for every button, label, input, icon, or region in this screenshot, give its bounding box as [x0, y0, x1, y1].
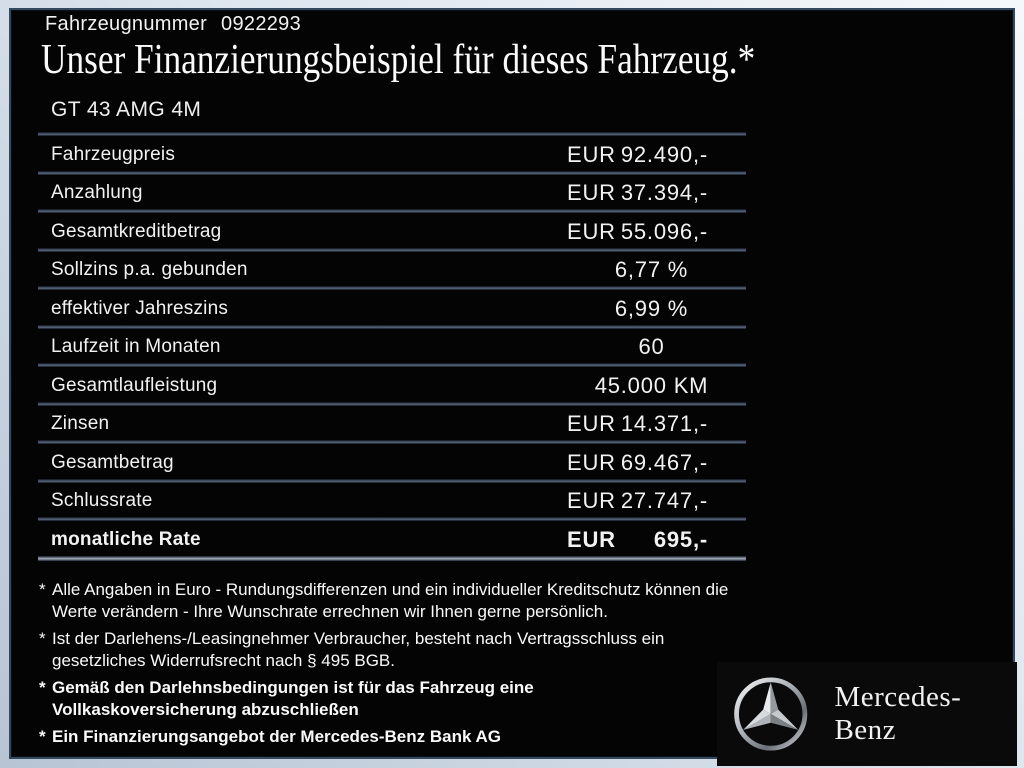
mercedes-star-icon — [734, 677, 808, 751]
table-end-line — [38, 555, 746, 561]
footnote-marker: * — [39, 727, 46, 746]
row-label: Gesamtkreditbetrag — [51, 220, 222, 242]
row-value-cell: 6,99 % — [567, 289, 746, 322]
page-title: Unser Finanzierungsbeispiel für dieses F… — [41, 37, 756, 83]
row-label: Gesamtlaufleistung — [51, 374, 218, 396]
table-row: Gesamtlaufleistung 45.000 KM — [38, 363, 746, 402]
row-currency: EUR — [567, 449, 616, 475]
table-row: Laufzeit in Monaten 60 — [38, 324, 746, 364]
footnote-text: Alle Angaben in Euro - Rundungsdifferenz… — [52, 580, 729, 621]
footnote-text: Ist der Darlehens-/Leasingnehmer Verbrau… — [52, 629, 665, 670]
row-amount: 55.096,- — [620, 218, 708, 244]
row-label: Sollzins p.a. gebunden — [51, 259, 248, 281]
finance-table-body: Fahrzeugpreis EUR 92.490,- Anzahlung EUR… — [38, 132, 746, 556]
row-label: Laufzeit in Monaten — [51, 336, 221, 358]
row-value-cell: EUR 69.467,- — [567, 443, 746, 476]
row-currency: EUR — [567, 488, 616, 514]
table-row: Gesamtbetrag EUR 69.467,- — [38, 440, 746, 479]
row-value-cell: EUR 695,- — [567, 520, 746, 553]
footnote: * Ist der Darlehens-/Leasingnehmer Verbr… — [39, 628, 753, 672]
row-value: 6,77 % — [614, 257, 689, 283]
row-label: Gesamtbetrag — [51, 451, 174, 473]
row-value-cell: EUR 27.747,- — [567, 481, 746, 514]
footnote-marker: * — [39, 678, 46, 697]
brand-wordmark: Mercedes-Benz — [834, 681, 962, 746]
row-currency: EUR — [567, 411, 616, 437]
row-currency: EUR — [567, 141, 616, 167]
row-amount: 695,- — [653, 526, 708, 552]
footnote: * Gemäß den Darlehnsbedingungen ist für … — [39, 677, 753, 721]
row-value-cell: EUR 92.490,- — [567, 135, 746, 168]
row-value-cell: 45.000 KM — [567, 366, 746, 399]
table-row: Zinsen EUR 14.371,- — [38, 401, 746, 441]
row-amount: 92.490,- — [620, 141, 708, 167]
row-label: Schlussrate — [51, 490, 153, 512]
table-row: Sollzins p.a. gebunden 6,77 % — [38, 247, 746, 287]
row-amount: 69.467,- — [620, 449, 708, 475]
row-value: 60 — [638, 334, 665, 360]
row-amount: 27.747,- — [620, 488, 708, 514]
table-row: monatliche Rate EUR 695,- — [38, 517, 746, 556]
table-row: Gesamtkreditbetrag EUR 55.096,- — [38, 209, 746, 248]
footnote-marker: * — [39, 629, 46, 648]
table-row: Anzahlung EUR 37.394,- — [38, 170, 746, 210]
row-label: Anzahlung — [51, 182, 143, 204]
page-background: Fahrzeugnummer 0922293 Unser Finanzierung… — [9, 8, 1017, 766]
row-value-cell: 60 — [567, 327, 746, 360]
row-currency: EUR — [567, 218, 616, 244]
table-row: Fahrzeugpreis EUR 92.490,- — [38, 132, 746, 171]
vehicle-number-value: 0922293 — [221, 13, 302, 35]
row-label: Fahrzeugpreis — [51, 143, 176, 165]
finance-table: Fahrzeugpreis EUR 92.490,- Anzahlung EUR… — [38, 132, 746, 561]
vehicle-number-line: Fahrzeugnummer 0922293 — [45, 13, 301, 36]
row-label: monatliche Rate — [51, 528, 201, 550]
row-currency: EUR — [567, 180, 616, 206]
row-value: 45.000 KM — [594, 372, 709, 398]
row-amount: 37.394,- — [620, 180, 708, 206]
table-row: Schlussrate EUR 27.747,- — [38, 478, 746, 518]
row-value-cell: EUR 37.394,- — [567, 173, 746, 206]
footnote-text: Gemäß den Darlehnsbedingungen ist für da… — [52, 678, 534, 719]
row-amount: 14.371,- — [620, 411, 708, 437]
footnote: * Ein Finanzierungsangebot der Mercedes-… — [39, 726, 753, 748]
footnote: * Alle Angaben in Euro - Rundungsdiffere… — [39, 579, 753, 623]
row-value-cell: 6,77 % — [567, 250, 746, 283]
footnote-text: Ein Finanzierungsangebot der Mercedes-Be… — [52, 727, 502, 746]
row-value-cell: EUR 55.096,- — [567, 212, 746, 245]
vehicle-number-label: Fahrzeugnummer — [45, 13, 208, 35]
row-currency: EUR — [567, 526, 616, 552]
row-value-cell: EUR 14.371,- — [567, 404, 746, 437]
row-label: Zinsen — [51, 413, 110, 435]
footnotes: * Alle Angaben in Euro - Rundungsdiffere… — [39, 579, 753, 753]
footnote-marker: * — [39, 580, 46, 599]
row-value: 6,99 % — [614, 295, 689, 321]
brand-panel: Mercedes-Benz — [717, 662, 1017, 766]
vehicle-model: GT 43 AMG 4M — [51, 98, 202, 121]
row-label: effektiver Jahreszins — [51, 297, 229, 319]
table-row: effektiver Jahreszins 6,99 % — [38, 286, 746, 325]
